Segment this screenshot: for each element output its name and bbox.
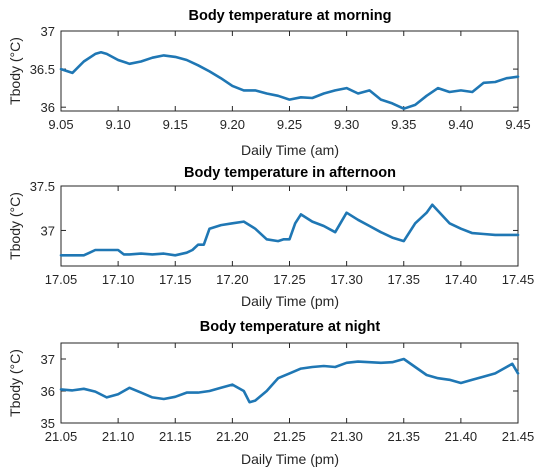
y-axis-label: Tbody (°C) [7,349,23,417]
x-tick-label: 9.30 [334,117,359,132]
y-tick-label: 37.5 [30,179,55,194]
y-axis-label: Tbody (°C) [7,37,23,105]
x-tick-label: 17.20 [216,272,249,287]
axes-box [60,30,519,112]
y-axis-label: Tbody (°C) [7,192,23,260]
x-tick-label: 9.25 [277,117,302,132]
chart-title: Body temperature at morning [188,8,391,24]
x-tick-label: 17.25 [273,272,306,287]
chart-title: Body temperature at night [200,319,381,335]
y-tick-label: 37 [41,24,55,39]
axes-box [60,342,519,424]
chart-title: Body temperature in afternoon [184,165,396,181]
y-tick-label: 37 [41,223,55,238]
x-tick-label: 17.35 [387,272,420,287]
x-tick-label: 9.40 [448,117,473,132]
x-tick-label: 21.10 [102,429,135,444]
x-tick-label: 9.15 [163,117,188,132]
panel-afternoon: Body temperature in afternoon 17.05 17.10… [7,165,534,309]
series-line [59,357,520,404]
x-tick-label: 17.30 [330,272,363,287]
y-tick-label: 36 [41,384,55,399]
y-tick-label: 37 [41,352,55,367]
panel-morning: Body temperature at morning 9.05 9.10 9.15… [7,8,531,158]
x-ticks: 17.05 17.10 17.15 17.20 17.25 17.30 17.35 17.40… [45,186,535,287]
x-ticks: 9.05 9.10 9.15 9.20 9.25 9.30 9.35 9.40 9.45 [48,31,531,132]
x-tick-label: 9.05 [48,117,73,132]
series-line [59,203,520,257]
panel-night: Body temperature at night 21.05 21.10 21.1… [7,319,534,467]
x-tick-label: 21.45 [502,429,535,444]
x-tick-label: 17.40 [445,272,478,287]
y-ticks: 37 37.5 [30,179,518,238]
x-tick-label: 17.10 [102,272,135,287]
x-tick-label: 9.45 [505,117,530,132]
x-tick-label: 17.05 [45,272,78,287]
x-tick-label: 21.05 [45,429,78,444]
x-ticks: 21.05 21.10 21.15 21.20 21.25 21.30 21.35 21.40… [45,343,535,444]
x-tick-label: 21.25 [273,429,306,444]
x-tick-label: 9.10 [105,117,130,132]
x-tick-label: 21.40 [445,429,478,444]
x-axis-label: Daily Time (am) [241,142,339,158]
x-tick-label: 17.15 [159,272,192,287]
x-tick-label: 21.30 [330,429,363,444]
x-tick-label: 21.15 [159,429,192,444]
x-axis-label: Daily Time (pm) [241,293,339,309]
x-tick-label: 9.35 [391,117,416,132]
y-tick-label: 36 [41,100,55,115]
series-line [59,51,520,110]
y-ticks: 36 36.5 37 [30,24,518,115]
y-tick-label: 35 [41,416,55,431]
x-tick-label: 21.35 [387,429,420,444]
x-tick-label: 21.20 [216,429,249,444]
y-tick-label: 36.5 [30,62,55,77]
x-tick-label: 17.45 [502,272,535,287]
x-tick-label: 9.20 [220,117,245,132]
x-axis-label: Daily Time (pm) [241,451,339,467]
